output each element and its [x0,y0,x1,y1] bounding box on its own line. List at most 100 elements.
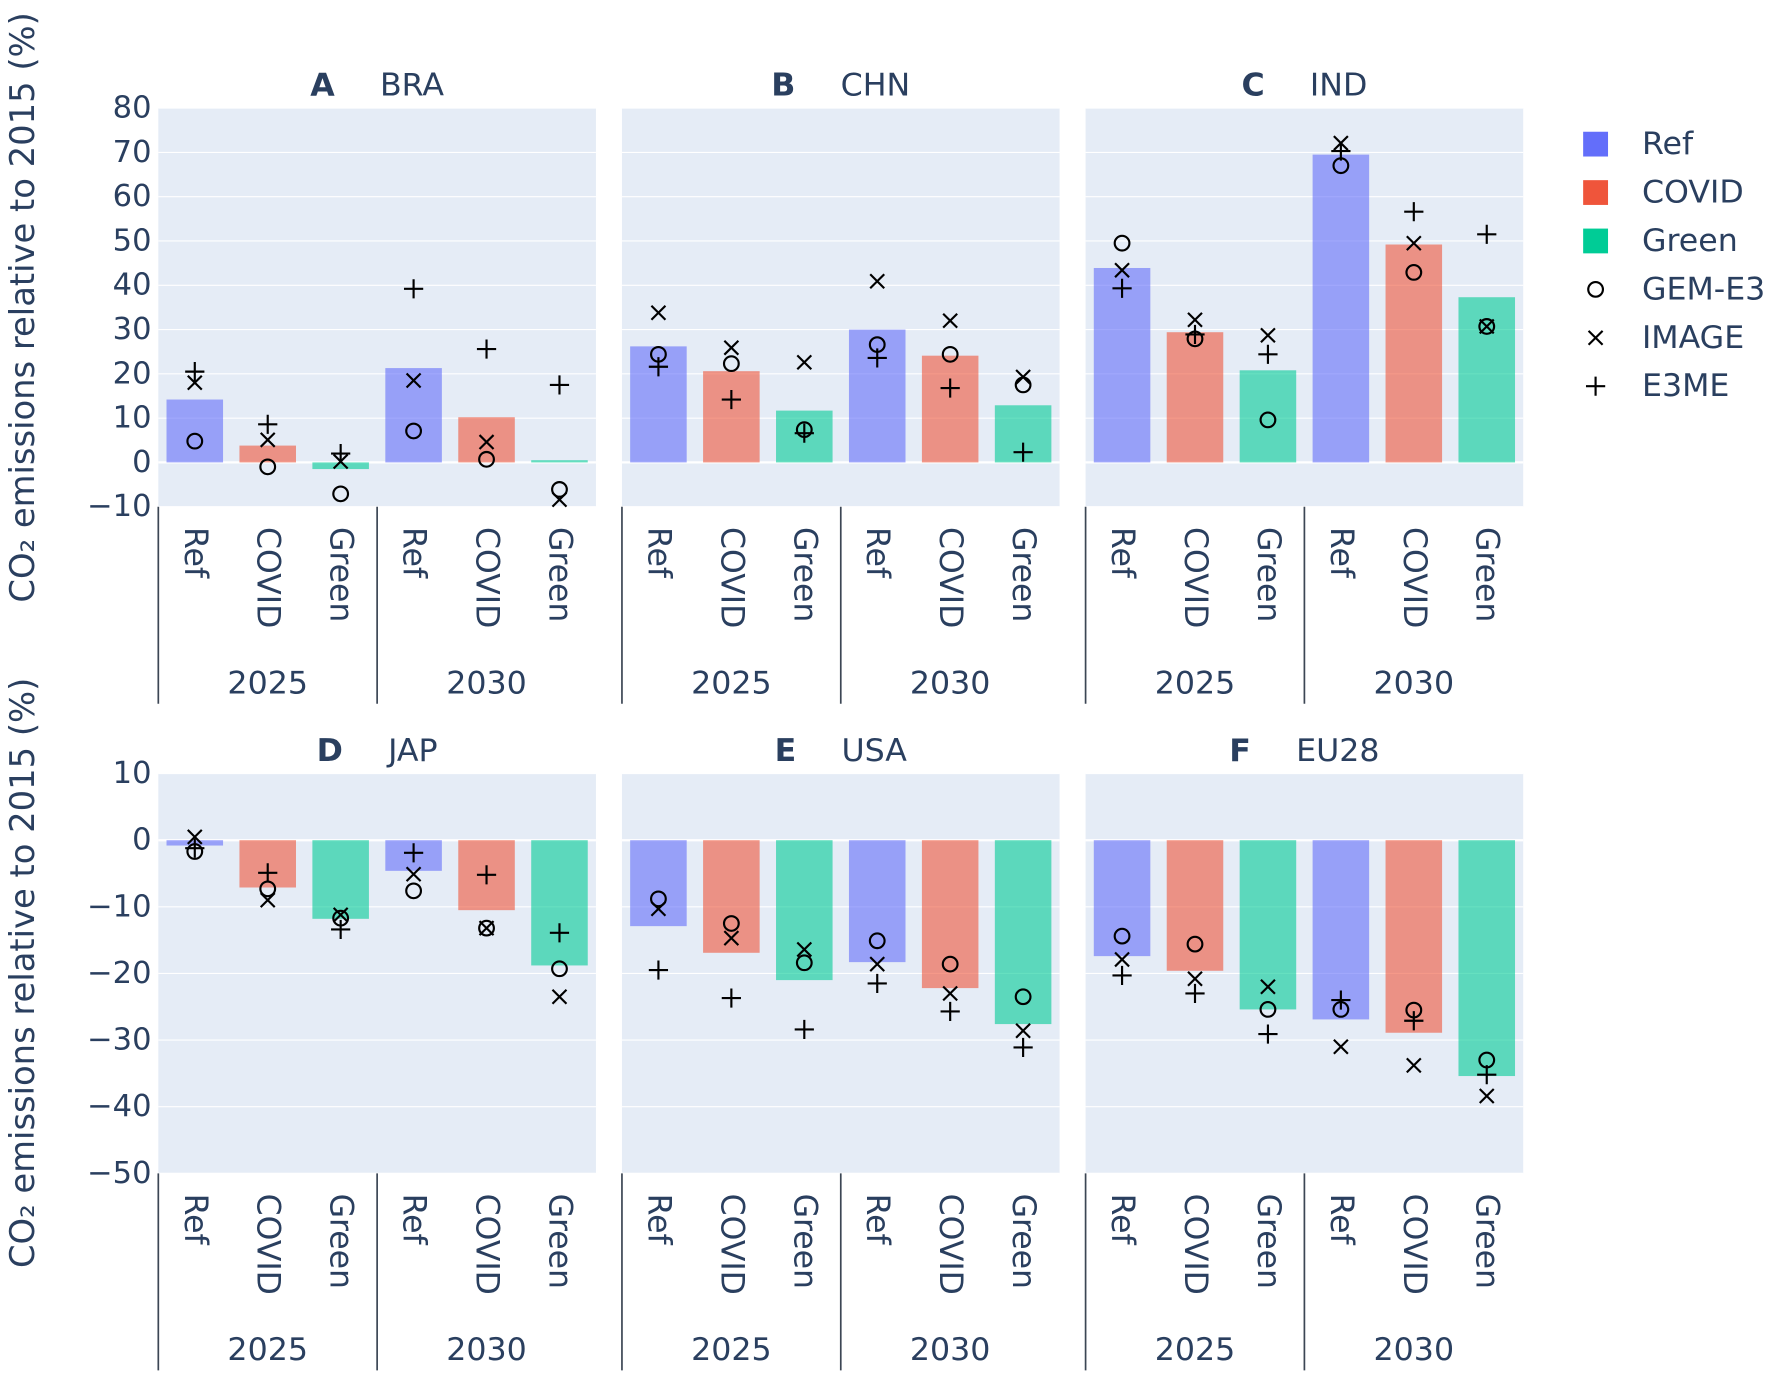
bar-bra-2025-ref [166,399,224,463]
marker-e3me-eu28-2030-green [1477,1065,1497,1085]
marker-e3me-chn-2025-covid [721,389,741,410]
y-tick-label: 60 [113,179,152,214]
bar-usa-2025-green [776,840,833,981]
marker-e3me-bra-2030-covid [476,339,497,359]
panel-title: A BRA [310,68,444,104]
x-scenario-label: Green [323,1194,359,1289]
bar-eu28-2025-green [1239,840,1297,1010]
x-scenario-label: COVID [468,1194,504,1295]
panel-region: JAP [386,733,438,769]
legend-item-image: IMAGE [1587,320,1744,356]
marker-gem-e3-eu28-2025-ref [1113,927,1131,945]
y-axis-title-top: CO₂ emissions relative to 2015 (%) [3,12,42,602]
marker-e3me-usa-2030-green [1013,1037,1033,1057]
marker-e3me-ind-2030-ref [1331,141,1351,161]
x-year-label: 2025 [227,1332,308,1368]
bar-usa-2030-green [994,840,1052,1025]
x-year-label: 2030 [1374,1332,1455,1368]
marker-gem-e3-jap-2030-covid [478,919,495,937]
marker-e3me-usa-2030-covid [940,1001,960,1021]
panel-region: BRA [380,68,444,104]
y-tick-label: 10 [113,756,152,791]
x-scenario-label: Green [786,1194,822,1289]
marker-gem-e3-ind-2030-covid [1405,264,1423,281]
marker-image-jap-2030-ref [405,866,422,882]
x-scenario-label: Green [786,527,822,622]
legend-label-image: IMAGE [1642,320,1744,356]
panel-grid: 80 70 60 50 40 30 20 10 0 −10 A BRA Ref COVID Green Ref… [87,68,1524,1371]
y-tick-label: 70 [113,135,152,170]
bar-ind-2025-ref [1093,267,1151,463]
marker-e3me-ind-2025-covid [1185,324,1205,344]
panel-region: EU28 [1296,733,1379,769]
legend-item-ref: Ref [1583,126,1694,162]
marker-e3me-jap-2030-green [549,923,570,943]
x-scenario-label: Green [323,527,359,622]
x-scenario-label: Ref [1323,527,1359,579]
marker-image-bra-2025-covid [259,432,276,448]
bar-ind-2030-green [1458,297,1516,463]
marker-e3me-jap-2025-green [331,919,351,940]
panel-letter: F [1229,733,1251,769]
marker-e3me-eu28-2030-covid [1404,1011,1424,1031]
y-tick-label: −40 [87,1089,151,1124]
bar-jap-2030-green [531,840,588,966]
y-tick-label: −10 [87,889,151,924]
marker-image-ind-2025-ref [1114,262,1130,278]
x-scenario-label: COVID [468,527,504,628]
panel-title: F EU28 [1229,733,1379,769]
bar-ind-2025-green [1239,370,1297,463]
x-scenario-label: Ref [396,527,432,579]
bar-chn-2025-covid [703,371,760,463]
x-year-label: 2025 [1155,666,1236,702]
x-scenario-label: Ref [640,1194,676,1246]
marker-image-usa-2025-green [796,941,813,958]
bar-eu28-2030-ref [1312,840,1370,1020]
bar-usa-2025-covid [703,840,760,953]
panel-title: E USA [775,733,908,769]
bar-bra-2025-covid [239,445,296,463]
bar-bra-2025-green [312,462,369,470]
panel-region: USA [841,733,907,769]
x-mark-icon [1587,330,1604,346]
marker-e3me-jap-2030-ref [403,843,424,863]
marker-gem-e3-jap-2030-green [551,960,568,978]
marker-gem-e3-usa-2025-green [795,954,813,972]
marker-image-jap-2025-covid [259,892,276,908]
marker-image-ind-2030-covid [1406,235,1422,251]
y-tick-label: 40 [113,268,152,303]
marker-image-jap-2025-green [332,907,349,923]
x-scenario-label: COVID [713,527,749,628]
legend: Ref COVID Green GEM-E3 IMAGE E3ME [1583,126,1765,404]
marker-e3me-bra-2030-green [549,375,570,395]
bar-usa-2030-ref [848,840,906,963]
marker-image-jap-2030-green [551,989,568,1005]
marker-image-chn-2030-covid [942,312,958,329]
x-scenario-label: Ref [859,1194,895,1246]
x-scenario-label: COVID [1177,1194,1213,1295]
panel-eu28: F EU28 Ref COVID Green Ref COVID Green 2025 2030 [1084,733,1524,1371]
marker-gem-e3-ind-2030-green [1478,318,1496,335]
bar-eu28-2030-covid [1385,840,1443,1033]
marker-e3me-ind-2030-green [1477,224,1497,244]
y-tick-label: 80 [113,91,152,126]
marker-gem-e3-bra-2030-ref [405,422,423,440]
x-scenario-label: Ref [859,527,895,579]
y-axis-title-bottom: CO₂ emissions relative to 2015 (%) [3,678,42,1268]
marker-image-chn-2025-green [796,354,813,371]
marker-gem-e3-ind-2025-green [1259,411,1277,429]
marker-e3me-chn-2030-ref [867,348,887,368]
x-scenario-label: Ref [396,1194,432,1246]
x-scenario-label: Green [1469,1194,1505,1289]
x-year-label: 2030 [446,1332,527,1368]
y-tick-label: −30 [87,1023,151,1058]
legend-label-ref: Ref [1642,126,1694,162]
marker-e3me-chn-2025-green [794,423,814,443]
x-scenario-label: Green [1469,527,1505,622]
legend-swatch-green [1583,228,1609,254]
bar-ind-2030-covid [1385,244,1443,463]
x-scenario-label: Green [541,527,577,622]
marker-gem-e3-usa-2030-covid [941,955,959,973]
bar-eu28-2030-green [1458,840,1516,1077]
